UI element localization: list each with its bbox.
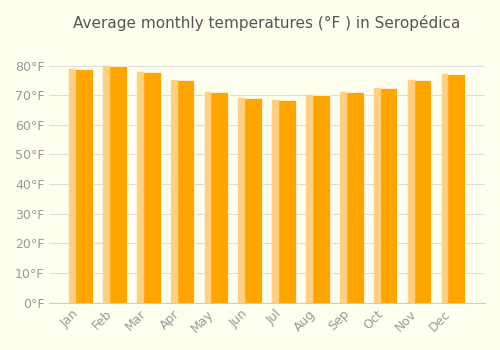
Bar: [204, 92, 210, 303]
Bar: [408, 80, 414, 303]
Bar: [442, 75, 465, 303]
Bar: [69, 69, 93, 303]
Bar: [272, 100, 278, 303]
Bar: [69, 69, 75, 303]
Bar: [442, 75, 448, 303]
Bar: [306, 95, 330, 303]
Bar: [137, 71, 160, 303]
Title: Average monthly temperatures (°F ) in Seropédica: Average monthly temperatures (°F ) in Se…: [74, 15, 461, 31]
Bar: [238, 98, 244, 303]
Bar: [408, 80, 432, 303]
Bar: [170, 80, 176, 303]
Bar: [170, 80, 194, 303]
Bar: [103, 65, 109, 303]
Bar: [137, 71, 143, 303]
Bar: [306, 95, 312, 303]
Bar: [374, 88, 398, 303]
Bar: [238, 98, 262, 303]
Bar: [340, 92, 346, 303]
Bar: [340, 92, 363, 303]
Bar: [374, 88, 380, 303]
Bar: [272, 100, 296, 303]
Bar: [204, 92, 229, 303]
Bar: [103, 65, 126, 303]
